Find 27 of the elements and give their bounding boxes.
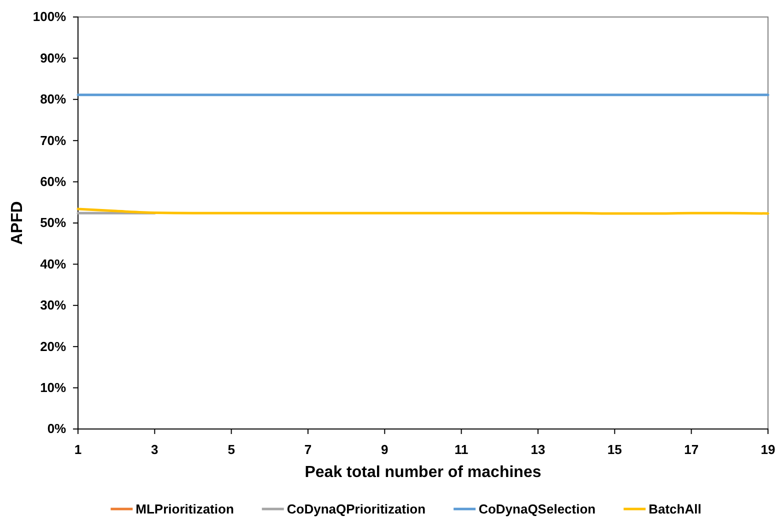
y-tick-label: 0% xyxy=(47,421,67,436)
x-tick-label: 1 xyxy=(74,442,82,457)
legend-label: CoDynaQPrioritization xyxy=(286,502,426,517)
x-tick-label: 5 xyxy=(228,442,235,457)
legend-label: BatchAll xyxy=(648,502,702,517)
y-tick-label: 60% xyxy=(40,174,67,189)
y-tick-label: 70% xyxy=(40,132,67,148)
y-tick-label: 30% xyxy=(40,298,67,313)
x-tick-label: 13 xyxy=(530,442,546,457)
x-tick-label: 9 xyxy=(381,442,388,457)
y-tick-label: 80% xyxy=(40,92,67,107)
x-axis-title: Peak total number of machines xyxy=(304,464,542,481)
y-tick-label: 50% xyxy=(40,215,67,230)
x-tick-label: 17 xyxy=(684,442,699,457)
y-tick-label: 20% xyxy=(40,338,67,354)
x-tick-label: 15 xyxy=(607,442,622,457)
y-tick-label: 90% xyxy=(40,50,67,66)
y-tick-label: 100% xyxy=(32,9,67,24)
x-tick-label: 19 xyxy=(760,442,776,457)
legend-label: CoDynaQSelection xyxy=(478,502,596,517)
x-tick-label: 3 xyxy=(151,442,158,457)
y-tick-label: 10% xyxy=(40,380,67,395)
y-tick-label: 40% xyxy=(40,256,67,272)
x-tick-label: 11 xyxy=(454,442,468,457)
y-axis-title: APFD xyxy=(9,201,26,245)
x-tick-label: 7 xyxy=(304,442,312,457)
legend-label: MLPrioritization xyxy=(136,502,234,517)
